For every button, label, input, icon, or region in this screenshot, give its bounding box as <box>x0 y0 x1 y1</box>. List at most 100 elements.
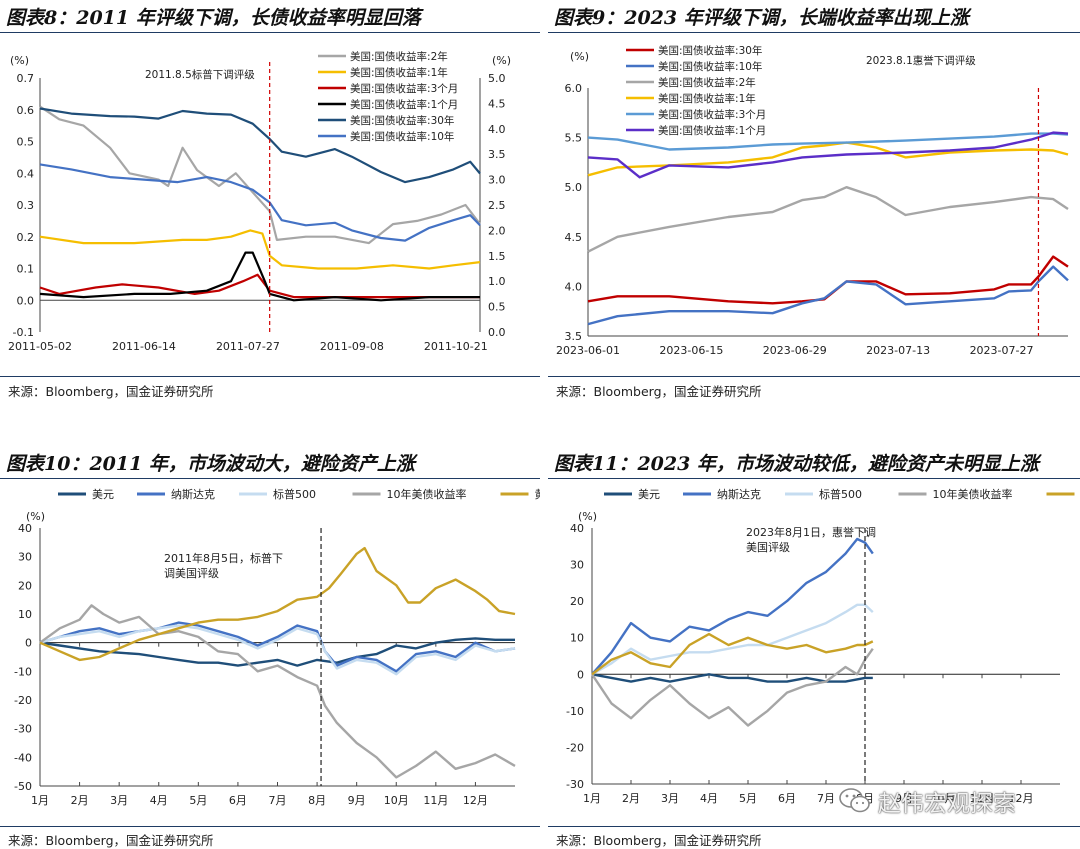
series-line <box>39 604 516 779</box>
panel-chart-10: 图表10：2011 年，市场波动大，避险资产上涨 (%) -50 -40 -30 -20… <box>0 446 540 849</box>
divider <box>0 478 540 479</box>
y-tick-label-right: 0.5 <box>488 301 506 314</box>
x-tick-label: 2月 <box>71 794 89 807</box>
x-tick-label: 6月 <box>778 792 796 805</box>
legend-label: 纳斯达克 <box>171 488 215 501</box>
legend-label: 黄金 <box>535 487 541 501</box>
legend-label: 美国:国债收益率:10年 <box>658 60 762 73</box>
x-tick-label: 4月 <box>700 792 718 805</box>
y-tick-label-right: 3.5 <box>488 148 506 161</box>
y-tick-label: -30 <box>566 778 584 791</box>
y-tick-label: 6.0 <box>565 82 583 95</box>
series-line <box>39 546 516 662</box>
x-tick-label: 4月 <box>150 794 168 807</box>
y-tick-label-left: 0.1 <box>17 263 35 276</box>
y-unit: (%) <box>570 50 589 63</box>
x-tick-label: 11月 <box>423 794 448 807</box>
annotation: 2011.8.5标普下调评级 <box>145 68 255 81</box>
x-tick-label: 9月 <box>895 792 913 805</box>
watermark-text: 赵伟宏观探索 <box>878 791 1016 817</box>
x-tick-label: 10月 <box>384 794 409 807</box>
y-tick-label-right: 0.0 <box>488 326 506 339</box>
y-tick-label: -40 <box>14 751 32 764</box>
chart-svg: (%) (%) -0.1 0.0 0.1 0.2 0.3 0.4 0.5 0.6 0.7 0.0 0.5… <box>8 50 511 353</box>
x-tick-label: 3月 <box>110 794 128 807</box>
annotation: 美国评级 <box>746 541 790 554</box>
y-tick-label: 40 <box>570 522 584 535</box>
chart-title: 图表8：2011 年评级下调，长债收益率明显回落 <box>6 7 421 29</box>
series-line <box>591 632 874 676</box>
y-tick-label: 30 <box>18 551 32 564</box>
legend-label: 美元 <box>638 488 660 501</box>
y-tick-label: 10 <box>570 632 584 645</box>
x-tick-label: 2011-05-02 <box>8 340 72 353</box>
chart-svg: (%)-30-20-100102030401月2月3月4月5月6月7月8月9月1… <box>566 487 1075 805</box>
y-tick-label: 3.5 <box>565 330 583 343</box>
y-unit-right: (%) <box>492 54 511 67</box>
x-tick-label: 12月 <box>1009 792 1034 805</box>
x-tick-label: 2011-09-08 <box>320 340 384 353</box>
x-tick-label: 11月 <box>970 792 995 805</box>
y-tick-label-left: 0.4 <box>17 167 35 180</box>
series-line <box>587 132 1069 151</box>
x-tick-label: 2011-10-21 <box>424 340 488 353</box>
y-tick-label-left: -0.1 <box>13 326 34 339</box>
x-tick-label: 2011-06-14 <box>112 340 176 353</box>
chart-svg: (%) -50 -40 -30 -20 -10 0 10 20 30 40 1月 2月 3月 4月 5月 6月 7… <box>14 487 541 807</box>
y-tick-label-right: 4.5 <box>488 97 506 110</box>
y-tick-label: -10 <box>566 705 584 718</box>
legend-label: 美国:国债收益率:10年 <box>350 130 454 143</box>
series-line <box>39 229 481 270</box>
legend-label: 标普500 <box>819 487 862 501</box>
legend-label: 标普500 <box>273 487 316 501</box>
y-tick-label-left: 0.3 <box>17 199 35 212</box>
panel-chart-9: 图表9：2023 年评级下调，长端收益率出现上涨 (%) 3.5 4.0 4.5 5.0… <box>548 0 1080 420</box>
series-line <box>591 648 874 727</box>
y-tick-label-right: 1.5 <box>488 250 506 263</box>
x-tick-label: 2011-07-27 <box>216 340 280 353</box>
y-tick-label: 40 <box>18 522 32 535</box>
y-tick-label: -20 <box>14 694 32 707</box>
legend-label: 美国:国债收益率:3个月 <box>350 82 458 95</box>
y-tick-label-right: 5.0 <box>488 72 506 85</box>
y-tick-label-right: 2.0 <box>488 224 506 237</box>
y-tick-label: 4.5 <box>565 231 583 244</box>
legend-label: 纳斯达克 <box>717 488 761 501</box>
divider <box>548 32 1080 33</box>
y-tick-label-right: 3.0 <box>488 174 506 187</box>
x-tick-label: 2月 <box>622 792 640 805</box>
legend-label: 美国:国债收益率:30年 <box>658 44 762 57</box>
divider <box>548 826 1080 827</box>
series-line <box>591 537 874 676</box>
panel-chart-11: 图表11：2023 年，市场波动较低，避险资产未明显上涨 (%) -30 -20 -1… <box>548 446 1080 849</box>
y-tick-label: 4.0 <box>565 280 583 293</box>
legend-label: 美国:国债收益率:2年 <box>350 50 448 63</box>
legend-label: 美元 <box>92 488 114 501</box>
y-tick-label-right: 1.0 <box>488 275 506 288</box>
x-tick-label: 3月 <box>661 792 679 805</box>
y-tick-label: -20 <box>566 741 584 754</box>
series-line <box>591 673 873 683</box>
series-line <box>39 273 480 299</box>
series-line <box>39 621 516 673</box>
y-tick-label-left: 0.7 <box>17 72 35 85</box>
y-tick-label: -50 <box>14 780 32 793</box>
y-unit: (%) <box>578 510 597 523</box>
y-tick-label: 5.0 <box>565 181 583 194</box>
series-line <box>587 265 1069 326</box>
y-unit: (%) <box>26 510 45 523</box>
series-line <box>39 105 481 245</box>
y-tick-label: 20 <box>18 579 32 592</box>
legend-label: 美国:国债收益率:1年 <box>658 92 756 105</box>
legend-label: 美国:国债收益率:1年 <box>350 66 448 79</box>
legend-label: 美国:国债收益率:1个月 <box>658 124 766 137</box>
chart-title: 图表11：2023 年，市场波动较低，避险资产未明显上涨 <box>554 453 1039 475</box>
divider <box>548 376 1080 377</box>
x-tick-label: 1月 <box>583 792 601 805</box>
legend-label: 美国:国债收益率:30年 <box>350 114 454 127</box>
x-tick-label: 5月 <box>189 794 207 807</box>
y-tick-label: -30 <box>14 723 32 736</box>
y-unit-left: (%) <box>10 54 29 67</box>
chart-title: 图表9：2023 年评级下调，长端收益率出现上涨 <box>554 7 969 29</box>
divider <box>548 478 1080 479</box>
